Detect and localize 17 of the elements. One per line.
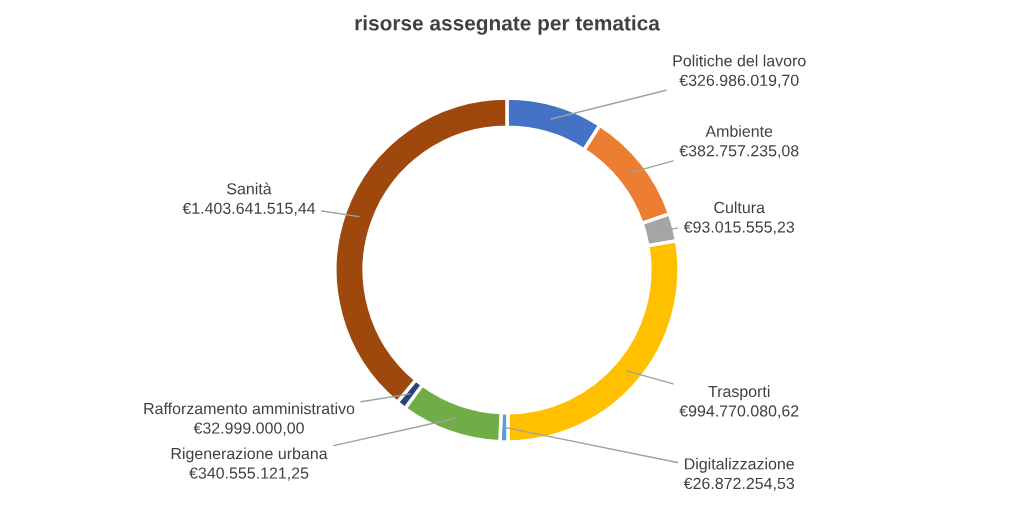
data-label: €1.403.641.515,44 bbox=[182, 202, 316, 216]
data-label: €326.986.019,70 bbox=[679, 74, 799, 88]
slice-label: Rigenerazione urbana bbox=[171, 447, 328, 463]
slice-label: Rafforzamento amministrativo bbox=[144, 402, 355, 415]
slice-label: Sanità bbox=[227, 182, 272, 195]
slice-label: Trasporti bbox=[708, 385, 770, 401]
data-label: €340.555.121,25 bbox=[189, 467, 309, 481]
data-label: €382.757.235,08 bbox=[679, 145, 799, 159]
data-label: €994.770.080,62 bbox=[679, 405, 799, 419]
data-label: €93.015.555,23 bbox=[683, 221, 795, 235]
slice-label: Politiche del lavoro bbox=[673, 54, 806, 67]
slice-label: Cultura bbox=[714, 201, 765, 214]
data-label: €32.999.000,00 bbox=[193, 422, 304, 436]
data-label: €26.872.254,53 bbox=[683, 477, 795, 491]
slice-label: Digitalizzazione bbox=[685, 457, 794, 473]
chart-title: risorse assegnate per tematica bbox=[355, 15, 660, 35]
slice-label: Ambiente bbox=[705, 125, 773, 137]
